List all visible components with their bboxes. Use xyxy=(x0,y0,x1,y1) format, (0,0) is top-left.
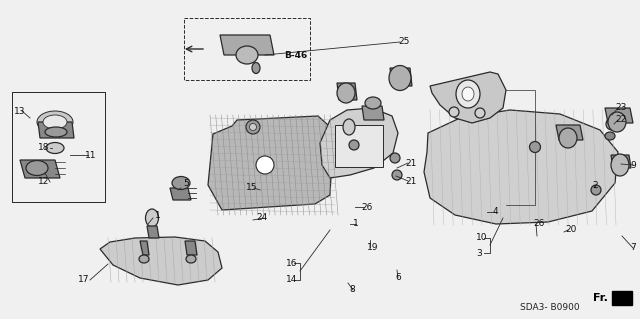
Ellipse shape xyxy=(337,83,355,103)
Polygon shape xyxy=(100,237,222,285)
Ellipse shape xyxy=(246,120,260,134)
Text: 23: 23 xyxy=(615,103,627,113)
Text: 6: 6 xyxy=(395,273,401,283)
Polygon shape xyxy=(20,160,60,178)
Text: 14: 14 xyxy=(286,276,298,285)
Polygon shape xyxy=(185,241,197,255)
Text: 18: 18 xyxy=(38,144,49,152)
Text: 8: 8 xyxy=(349,286,355,294)
Ellipse shape xyxy=(343,119,355,135)
Ellipse shape xyxy=(365,97,381,109)
Ellipse shape xyxy=(256,156,274,174)
Ellipse shape xyxy=(46,143,64,153)
Ellipse shape xyxy=(449,107,459,117)
Polygon shape xyxy=(320,108,398,178)
Ellipse shape xyxy=(605,132,615,140)
Text: 12: 12 xyxy=(38,177,49,187)
Ellipse shape xyxy=(26,160,48,175)
Text: 5: 5 xyxy=(183,179,189,188)
Ellipse shape xyxy=(186,255,196,263)
Ellipse shape xyxy=(390,153,400,163)
Ellipse shape xyxy=(250,123,257,130)
Text: 17: 17 xyxy=(78,276,90,285)
Text: 25: 25 xyxy=(398,38,410,47)
Text: 19: 19 xyxy=(367,242,378,251)
Polygon shape xyxy=(612,291,632,305)
Polygon shape xyxy=(605,108,633,123)
Text: 26: 26 xyxy=(361,203,372,211)
Polygon shape xyxy=(140,241,149,255)
Bar xyxy=(335,125,383,167)
Ellipse shape xyxy=(172,176,190,189)
Text: 26: 26 xyxy=(533,219,545,228)
Text: Fr.: Fr. xyxy=(593,293,608,303)
Ellipse shape xyxy=(145,209,159,227)
Ellipse shape xyxy=(236,46,258,64)
Ellipse shape xyxy=(608,112,626,132)
Text: 24: 24 xyxy=(256,213,268,222)
Ellipse shape xyxy=(611,154,629,176)
Ellipse shape xyxy=(462,87,474,101)
Ellipse shape xyxy=(559,128,577,148)
Text: 21: 21 xyxy=(405,176,417,186)
Ellipse shape xyxy=(475,108,485,118)
Text: B-46: B-46 xyxy=(284,50,307,60)
Polygon shape xyxy=(556,125,583,140)
Polygon shape xyxy=(208,116,333,210)
Text: 4: 4 xyxy=(493,207,499,217)
Polygon shape xyxy=(38,122,74,138)
Polygon shape xyxy=(362,106,384,120)
Text: 2: 2 xyxy=(592,182,598,190)
Text: 22: 22 xyxy=(615,115,627,124)
Text: 21: 21 xyxy=(405,159,417,167)
Text: 16: 16 xyxy=(286,258,298,268)
Polygon shape xyxy=(170,188,191,200)
Ellipse shape xyxy=(37,111,73,133)
Text: 1: 1 xyxy=(353,219,359,228)
Ellipse shape xyxy=(456,80,480,108)
Text: 3: 3 xyxy=(476,249,482,257)
Ellipse shape xyxy=(252,63,260,73)
Ellipse shape xyxy=(139,255,149,263)
Polygon shape xyxy=(337,83,357,100)
Text: 20: 20 xyxy=(565,226,577,234)
Text: 10: 10 xyxy=(476,234,488,242)
Polygon shape xyxy=(424,110,618,224)
Ellipse shape xyxy=(591,185,601,195)
Bar xyxy=(12,92,105,202)
Text: 13: 13 xyxy=(14,107,26,115)
Polygon shape xyxy=(430,72,506,123)
Text: 15: 15 xyxy=(246,183,257,192)
Ellipse shape xyxy=(43,115,67,129)
Polygon shape xyxy=(611,155,631,168)
Ellipse shape xyxy=(529,142,541,152)
Ellipse shape xyxy=(45,127,67,137)
Text: 1: 1 xyxy=(155,211,161,219)
Ellipse shape xyxy=(389,65,411,91)
Text: SDA3- B0900: SDA3- B0900 xyxy=(520,303,580,313)
Polygon shape xyxy=(220,35,274,55)
Ellipse shape xyxy=(349,140,359,150)
Text: 11: 11 xyxy=(85,151,97,160)
Text: 9: 9 xyxy=(630,160,636,169)
Text: 7: 7 xyxy=(630,243,636,253)
Polygon shape xyxy=(147,226,159,238)
Polygon shape xyxy=(390,68,412,86)
Ellipse shape xyxy=(392,170,402,180)
Ellipse shape xyxy=(606,118,618,130)
